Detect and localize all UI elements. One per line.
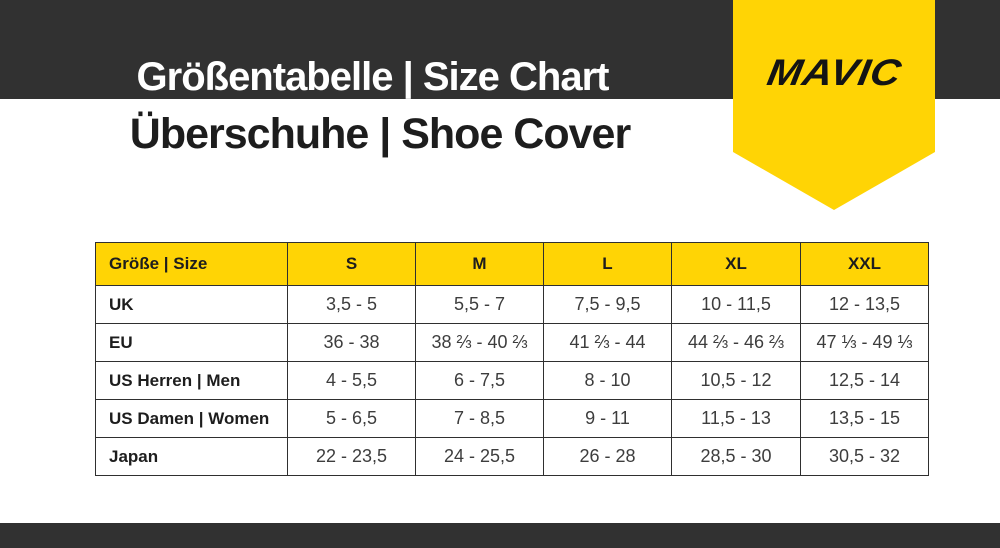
table-row-us-women: US Damen | Women 5 - 6,5 7 - 8,5 9 - 11 … <box>95 399 929 438</box>
size-cell: 12 - 13,5 <box>800 285 929 324</box>
size-cell: 5,5 - 7 <box>415 285 544 324</box>
column-header-s: S <box>287 242 416 286</box>
column-header-m: M <box>415 242 544 286</box>
row-label: UK <box>95 285 288 324</box>
size-cell: 47 ⅓ - 49 ⅓ <box>800 323 929 362</box>
row-label: EU <box>95 323 288 362</box>
size-cell: 44 ⅔ - 46 ⅔ <box>671 323 801 362</box>
size-cell: 4 - 5,5 <box>287 361 416 400</box>
size-cell: 10 - 11,5 <box>671 285 801 324</box>
size-cell: 26 - 28 <box>543 437 672 476</box>
size-cell: 41 ⅔ - 44 <box>543 323 672 362</box>
size-cell: 12,5 - 14 <box>800 361 929 400</box>
size-cell: 38 ⅔ - 40 ⅔ <box>415 323 544 362</box>
column-header-l: L <box>543 242 672 286</box>
row-label: US Herren | Men <box>95 361 288 400</box>
column-header-xxl: XXL <box>800 242 929 286</box>
size-chart-table: Größe | Size S M L XL XXL UK 3,5 - 5 5,5… <box>95 242 929 476</box>
row-label: US Damen | Women <box>95 399 288 438</box>
size-cell: 36 - 38 <box>287 323 416 362</box>
size-cell: 13,5 - 15 <box>800 399 929 438</box>
page-title-primary: Größentabelle | Size Chart <box>136 55 610 99</box>
size-cell: 6 - 7,5 <box>415 361 544 400</box>
size-cell: 22 - 23,5 <box>287 437 416 476</box>
size-cell: 7 - 8,5 <box>415 399 544 438</box>
column-header-xl: XL <box>671 242 801 286</box>
table-row-eu: EU 36 - 38 38 ⅔ - 40 ⅔ 41 ⅔ - 44 44 ⅔ - … <box>95 323 929 362</box>
size-cell: 8 - 10 <box>543 361 672 400</box>
brand-ribbon: MAVIC <box>733 0 935 210</box>
size-cell: 5 - 6,5 <box>287 399 416 438</box>
bottom-dark-band <box>0 523 1000 548</box>
mavic-logo: MAVIC <box>763 52 905 93</box>
table-row-japan: Japan 22 - 23,5 24 - 25,5 26 - 28 28,5 -… <box>95 437 929 476</box>
size-cell: 11,5 - 13 <box>671 399 801 438</box>
column-header-size-label: Größe | Size <box>95 242 288 286</box>
size-cell: 28,5 - 30 <box>671 437 801 476</box>
size-cell: 30,5 - 32 <box>800 437 929 476</box>
size-cell: 9 - 11 <box>543 399 672 438</box>
row-label: Japan <box>95 437 288 476</box>
size-cell: 3,5 - 5 <box>287 285 416 324</box>
table-row-uk: UK 3,5 - 5 5,5 - 7 7,5 - 9,5 10 - 11,5 1… <box>95 285 929 324</box>
size-cell: 7,5 - 9,5 <box>543 285 672 324</box>
table-header-row: Größe | Size S M L XL XXL <box>95 242 929 286</box>
page-title-secondary: Überschuhe | Shoe Cover <box>129 110 631 158</box>
size-cell: 24 - 25,5 <box>415 437 544 476</box>
table-row-us-men: US Herren | Men 4 - 5,5 6 - 7,5 8 - 10 1… <box>95 361 929 400</box>
size-cell: 10,5 - 12 <box>671 361 801 400</box>
